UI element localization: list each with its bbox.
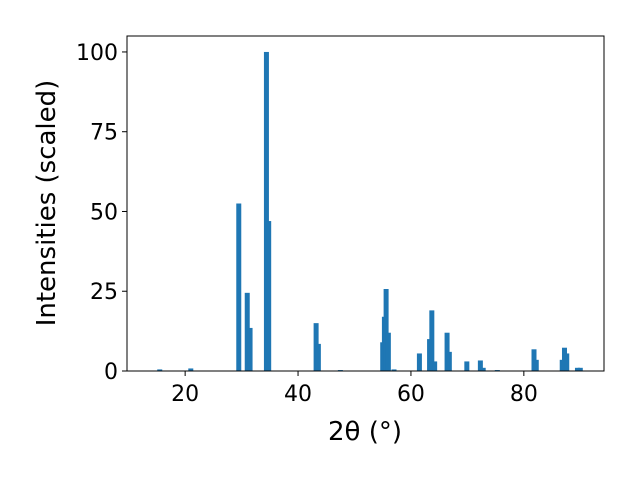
y-tick-label: 0 xyxy=(104,360,118,385)
bar xyxy=(477,360,483,371)
bar xyxy=(429,310,435,371)
bar xyxy=(574,367,580,371)
y-tick-label: 100 xyxy=(76,41,118,66)
bar xyxy=(315,343,321,371)
y-axis-label: Intensities (scaled) xyxy=(32,80,62,327)
bar xyxy=(391,369,397,371)
y-tick-label: 50 xyxy=(90,200,118,225)
bar xyxy=(533,359,539,371)
bar xyxy=(432,361,438,371)
bar xyxy=(244,292,250,371)
x-tick-label: 40 xyxy=(284,382,312,407)
bar xyxy=(236,203,242,371)
x-axis-label: 2θ (°) xyxy=(328,417,402,447)
y-tick-label: 75 xyxy=(90,121,118,146)
x-tick-label: 20 xyxy=(171,382,199,407)
x-tick-label: 60 xyxy=(397,382,425,407)
bar xyxy=(247,327,253,371)
plot-frame xyxy=(126,35,605,372)
bar xyxy=(564,353,570,371)
bar xyxy=(157,369,163,371)
bar xyxy=(464,361,470,371)
bar xyxy=(577,367,583,371)
bar xyxy=(480,367,486,371)
y-tick-label: 25 xyxy=(90,280,118,305)
bar xyxy=(446,351,452,371)
bar xyxy=(188,368,194,371)
bar xyxy=(416,353,422,371)
bar xyxy=(383,289,389,371)
bar xyxy=(385,332,391,371)
bar xyxy=(266,221,272,371)
bar xyxy=(263,51,269,371)
x-tick-label: 80 xyxy=(510,382,538,407)
